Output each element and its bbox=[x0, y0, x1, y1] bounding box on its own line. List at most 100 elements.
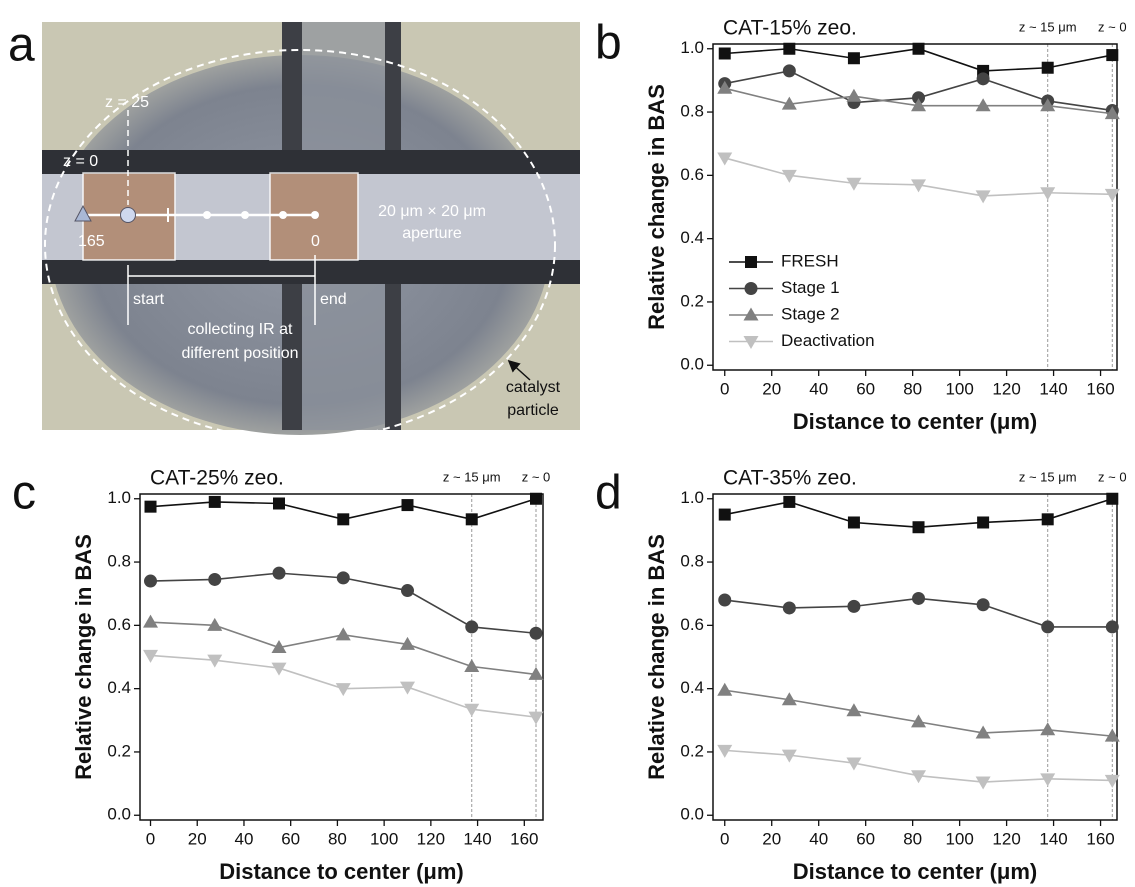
marker bbox=[208, 495, 221, 508]
marker bbox=[1040, 773, 1056, 787]
marker bbox=[401, 499, 414, 512]
reference-label: z ~ 0 bbox=[522, 469, 551, 484]
marker bbox=[717, 152, 733, 166]
marker bbox=[911, 714, 927, 728]
x-tick-label: 160 bbox=[510, 829, 538, 848]
marker bbox=[783, 495, 796, 508]
x-tick-label: 20 bbox=[762, 379, 781, 398]
marker bbox=[143, 614, 159, 628]
marker bbox=[337, 513, 350, 526]
marker bbox=[143, 649, 159, 663]
marker bbox=[975, 190, 991, 204]
marker bbox=[1041, 513, 1054, 526]
start-marker bbox=[74, 204, 92, 222]
marker bbox=[782, 601, 796, 615]
marker bbox=[464, 658, 480, 672]
chart: d CAT-35% zeo. Distance to center (μm) Rela… bbox=[595, 467, 1127, 884]
legend-label: Stage 1 bbox=[781, 278, 840, 297]
grid-bar bbox=[42, 260, 580, 284]
y-tick-label: 0.8 bbox=[680, 552, 704, 571]
marker bbox=[271, 662, 287, 676]
marker bbox=[847, 516, 860, 529]
legend-marker bbox=[745, 256, 757, 268]
y-tick-label: 0.0 bbox=[680, 805, 704, 824]
legend-marker bbox=[743, 307, 759, 321]
x-tick-label: 60 bbox=[281, 829, 300, 848]
annotation: 165 bbox=[78, 233, 105, 250]
marker bbox=[529, 626, 543, 640]
legend-marker bbox=[743, 336, 759, 349]
panel-label: d bbox=[595, 467, 622, 520]
marker bbox=[1041, 61, 1054, 74]
marker bbox=[1040, 98, 1056, 112]
marker bbox=[912, 91, 926, 105]
reference-label: z ~ 15 μm bbox=[1019, 469, 1077, 484]
marker bbox=[529, 492, 542, 505]
x-tick-label: 20 bbox=[188, 829, 207, 848]
particle-outline bbox=[44, 49, 556, 441]
y-axis-label: Relative change in BAS bbox=[71, 534, 96, 780]
reference-label: z ~ 15 μm bbox=[443, 469, 501, 484]
annotation: 0 bbox=[311, 233, 320, 250]
marker bbox=[847, 599, 861, 613]
x-tick-label: 40 bbox=[235, 829, 254, 848]
marker bbox=[847, 52, 860, 65]
chart-title: CAT-35% zeo. bbox=[723, 467, 857, 490]
position-marker bbox=[120, 207, 136, 223]
marker bbox=[911, 179, 927, 193]
chart: b CAT-15% zeo. Distance to center (μm) Rela… bbox=[595, 17, 1127, 434]
chart-title: CAT-25% zeo. bbox=[150, 467, 284, 490]
marker bbox=[465, 513, 478, 526]
panel-label: a bbox=[8, 19, 35, 72]
annotation: catalyst bbox=[506, 379, 561, 396]
y-tick-label: 1.0 bbox=[680, 38, 704, 57]
marker bbox=[271, 640, 287, 654]
marker bbox=[781, 749, 797, 763]
marker bbox=[464, 703, 480, 717]
x-axis-label: Distance to center (μm) bbox=[219, 859, 464, 884]
microscope-image: z = 25 z = 0 165 0 20 μm × 20 μm apertur… bbox=[42, 22, 580, 441]
marker bbox=[207, 654, 223, 668]
x-tick-label: 20 bbox=[762, 829, 781, 848]
marker bbox=[781, 96, 797, 110]
panel-label: b bbox=[595, 17, 622, 70]
legend-label: FRESH bbox=[781, 251, 839, 270]
marker bbox=[783, 42, 796, 55]
annotation: particle bbox=[507, 402, 559, 419]
x-tick-label: 160 bbox=[1086, 379, 1114, 398]
marker bbox=[846, 88, 862, 102]
chart: c CAT-25% zeo. Distance to center (μm) Rela… bbox=[12, 467, 550, 884]
marker bbox=[1106, 49, 1119, 62]
marker bbox=[335, 683, 351, 697]
y-tick-label: 0.2 bbox=[107, 741, 131, 760]
marker bbox=[208, 572, 222, 586]
marker bbox=[975, 98, 991, 112]
marker bbox=[272, 566, 286, 580]
y-axis-label: Relative change in BAS bbox=[644, 534, 669, 780]
y-tick-label: 1.0 bbox=[107, 488, 131, 507]
marker bbox=[718, 593, 732, 607]
marker bbox=[912, 42, 925, 55]
annotation: end bbox=[320, 291, 347, 308]
marker bbox=[717, 682, 733, 696]
marker bbox=[207, 617, 223, 631]
y-tick-label: 0.2 bbox=[680, 291, 704, 310]
arrow bbox=[507, 359, 531, 381]
marker bbox=[975, 776, 991, 790]
legend-marker bbox=[744, 282, 758, 295]
marker bbox=[912, 521, 925, 534]
scan-point bbox=[311, 211, 319, 219]
x-tick-label: 80 bbox=[328, 829, 347, 848]
marker bbox=[399, 681, 415, 695]
marker bbox=[1041, 620, 1055, 634]
x-tick-label: 80 bbox=[903, 379, 922, 398]
x-tick-label: 120 bbox=[992, 829, 1020, 848]
marker bbox=[144, 574, 158, 588]
marker bbox=[528, 711, 544, 725]
y-tick-label: 0.8 bbox=[680, 102, 704, 121]
marker bbox=[399, 636, 415, 650]
annotation: z = 25 bbox=[105, 94, 149, 111]
marker bbox=[1104, 188, 1120, 202]
marker bbox=[781, 692, 797, 706]
marker bbox=[717, 80, 733, 94]
